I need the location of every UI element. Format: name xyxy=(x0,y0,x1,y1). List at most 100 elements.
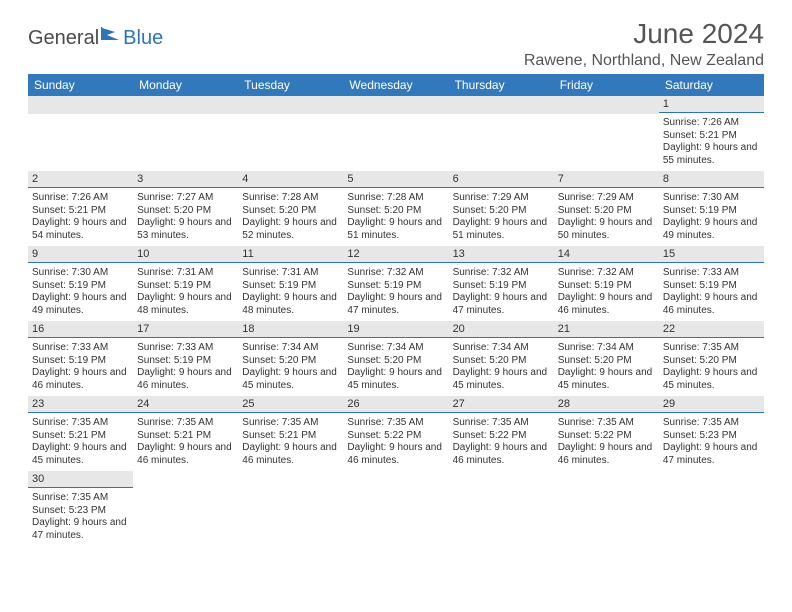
calendar-cell: 15Sunrise: 7:33 AMSunset: 5:19 PMDayligh… xyxy=(659,246,764,321)
daylight-text: Daylight: 9 hours and 46 minutes. xyxy=(137,442,234,467)
calendar-cell: 23Sunrise: 7:35 AMSunset: 5:21 PMDayligh… xyxy=(28,396,133,471)
sunrise-text: Sunrise: 7:26 AM xyxy=(32,192,129,205)
day-details: Sunrise: 7:35 AMSunset: 5:21 PMDaylight:… xyxy=(133,415,238,471)
day-details: Sunrise: 7:35 AMSunset: 5:20 PMDaylight:… xyxy=(659,340,764,396)
sunset-text: Sunset: 5:19 PM xyxy=(663,205,760,218)
day-header: Saturday xyxy=(659,74,764,96)
daylight-text: Daylight: 9 hours and 47 minutes. xyxy=(347,292,444,317)
sunrise-text: Sunrise: 7:35 AM xyxy=(558,417,655,430)
sunrise-text: Sunrise: 7:34 AM xyxy=(453,342,550,355)
sunset-text: Sunset: 5:19 PM xyxy=(137,280,234,293)
daylight-text: Daylight: 9 hours and 53 minutes. xyxy=(137,217,234,242)
day-details: Sunrise: 7:34 AMSunset: 5:20 PMDaylight:… xyxy=(238,340,343,396)
day-details: Sunrise: 7:35 AMSunset: 5:23 PMDaylight:… xyxy=(28,490,133,546)
calendar-cell: 1Sunrise: 7:26 AMSunset: 5:21 PMDaylight… xyxy=(659,96,764,171)
day-number: 10 xyxy=(133,246,238,263)
sunset-text: Sunset: 5:20 PM xyxy=(558,205,655,218)
sunrise-text: Sunrise: 7:33 AM xyxy=(663,267,760,280)
day-number: 6 xyxy=(449,171,554,188)
day-number: 25 xyxy=(238,396,343,413)
sunset-text: Sunset: 5:20 PM xyxy=(242,355,339,368)
day-number: 23 xyxy=(28,396,133,413)
sunrise-text: Sunrise: 7:35 AM xyxy=(347,417,444,430)
sunset-text: Sunset: 5:20 PM xyxy=(347,355,444,368)
day-header: Sunday xyxy=(28,74,133,96)
day-number: 3 xyxy=(133,171,238,188)
calendar-head: SundayMondayTuesdayWednesdayThursdayFrid… xyxy=(28,74,764,96)
day-number: 19 xyxy=(343,321,448,338)
calendar-cell: 29Sunrise: 7:35 AMSunset: 5:23 PMDayligh… xyxy=(659,396,764,471)
sunrise-text: Sunrise: 7:34 AM xyxy=(558,342,655,355)
day-details: Sunrise: 7:34 AMSunset: 5:20 PMDaylight:… xyxy=(449,340,554,396)
sunset-text: Sunset: 5:20 PM xyxy=(558,355,655,368)
calendar-cell: 2Sunrise: 7:26 AMSunset: 5:21 PMDaylight… xyxy=(28,171,133,246)
sunrise-text: Sunrise: 7:34 AM xyxy=(242,342,339,355)
day-number: 21 xyxy=(554,321,659,338)
calendar-cell: 8Sunrise: 7:30 AMSunset: 5:19 PMDaylight… xyxy=(659,171,764,246)
day-details: Sunrise: 7:32 AMSunset: 5:19 PMDaylight:… xyxy=(554,265,659,321)
daylight-text: Daylight: 9 hours and 46 minutes. xyxy=(453,442,550,467)
sunset-text: Sunset: 5:19 PM xyxy=(32,355,129,368)
sunset-text: Sunset: 5:19 PM xyxy=(453,280,550,293)
day-header: Wednesday xyxy=(343,74,448,96)
day-details: Sunrise: 7:35 AMSunset: 5:21 PMDaylight:… xyxy=(238,415,343,471)
day-details: Sunrise: 7:33 AMSunset: 5:19 PMDaylight:… xyxy=(659,265,764,321)
day-details: Sunrise: 7:33 AMSunset: 5:19 PMDaylight:… xyxy=(133,340,238,396)
sunrise-text: Sunrise: 7:30 AM xyxy=(663,192,760,205)
calendar-cell xyxy=(238,471,343,546)
blank-daynum xyxy=(449,96,554,114)
sunset-text: Sunset: 5:22 PM xyxy=(453,430,550,443)
sunrise-text: Sunrise: 7:33 AM xyxy=(32,342,129,355)
day-details: Sunrise: 7:29 AMSunset: 5:20 PMDaylight:… xyxy=(449,190,554,246)
day-number: 18 xyxy=(238,321,343,338)
logo-text-blue: Blue xyxy=(123,27,163,50)
calendar-cell xyxy=(133,96,238,171)
daylight-text: Daylight: 9 hours and 46 minutes. xyxy=(32,367,129,392)
day-details: Sunrise: 7:30 AMSunset: 5:19 PMDaylight:… xyxy=(659,190,764,246)
day-header: Tuesday xyxy=(238,74,343,96)
sunset-text: Sunset: 5:21 PM xyxy=(137,430,234,443)
day-number: 24 xyxy=(133,396,238,413)
title-month: June 2024 xyxy=(524,18,764,50)
calendar-row: 1Sunrise: 7:26 AMSunset: 5:21 PMDaylight… xyxy=(28,96,764,171)
calendar-cell: 9Sunrise: 7:30 AMSunset: 5:19 PMDaylight… xyxy=(28,246,133,321)
sunset-text: Sunset: 5:20 PM xyxy=(137,205,234,218)
calendar-cell: 24 Sunrise: 7:35 AMSunset: 5:21 PMDayligh… xyxy=(133,396,238,471)
sunrise-text: Sunrise: 7:29 AM xyxy=(453,192,550,205)
header: General Blue June 2024 Rawene, Northland… xyxy=(28,18,764,70)
calendar-row: 2Sunrise: 7:26 AMSunset: 5:21 PMDaylight… xyxy=(28,171,764,246)
calendar-cell: 7Sunrise: 7:29 AMSunset: 5:20 PMDaylight… xyxy=(554,171,659,246)
sunset-text: Sunset: 5:19 PM xyxy=(137,355,234,368)
calendar-cell: 14Sunrise: 7:32 AMSunset: 5:19 PMDayligh… xyxy=(554,246,659,321)
day-details: Sunrise: 7:32 AMSunset: 5:19 PMDaylight:… xyxy=(343,265,448,321)
calendar-cell: 18 Sunrise: 7:34 AMSunset: 5:20 PMDayligh… xyxy=(238,321,343,396)
day-details: Sunrise: 7:27 AMSunset: 5:20 PMDaylight:… xyxy=(133,190,238,246)
daylight-text: Daylight: 9 hours and 55 minutes. xyxy=(663,142,760,167)
sunrise-text: Sunrise: 7:30 AM xyxy=(32,267,129,280)
day-details: Sunrise: 7:29 AMSunset: 5:20 PMDaylight:… xyxy=(554,190,659,246)
sunset-text: Sunset: 5:23 PM xyxy=(32,505,129,518)
daylight-text: Daylight: 9 hours and 46 minutes. xyxy=(137,367,234,392)
calendar-cell xyxy=(28,96,133,171)
daylight-text: Daylight: 9 hours and 50 minutes. xyxy=(558,217,655,242)
sunrise-text: Sunrise: 7:35 AM xyxy=(453,417,550,430)
day-number: 28 xyxy=(554,396,659,413)
calendar-cell: 17Sunrise: 7:33 AMSunset: 5:19 PMDayligh… xyxy=(133,321,238,396)
sunrise-text: Sunrise: 7:35 AM xyxy=(32,417,129,430)
sunrise-text: Sunrise: 7:32 AM xyxy=(558,267,655,280)
day-details: Sunrise: 7:34 AMSunset: 5:20 PMDaylight:… xyxy=(554,340,659,396)
day-number: 12 xyxy=(343,246,448,263)
day-number: 30 xyxy=(28,471,133,488)
sunrise-text: Sunrise: 7:29 AM xyxy=(558,192,655,205)
calendar-cell xyxy=(449,471,554,546)
sunrise-text: Sunrise: 7:28 AM xyxy=(242,192,339,205)
day-header: Thursday xyxy=(449,74,554,96)
flag-icon xyxy=(101,26,123,47)
day-details: Sunrise: 7:26 AMSunset: 5:21 PMDaylight:… xyxy=(659,115,764,171)
sunrise-text: Sunrise: 7:35 AM xyxy=(663,417,760,430)
daylight-text: Daylight: 9 hours and 51 minutes. xyxy=(347,217,444,242)
sunrise-text: Sunrise: 7:32 AM xyxy=(347,267,444,280)
day-number: 26 xyxy=(343,396,448,413)
sunrise-text: Sunrise: 7:32 AM xyxy=(453,267,550,280)
daylight-text: Daylight: 9 hours and 45 minutes. xyxy=(663,367,760,392)
